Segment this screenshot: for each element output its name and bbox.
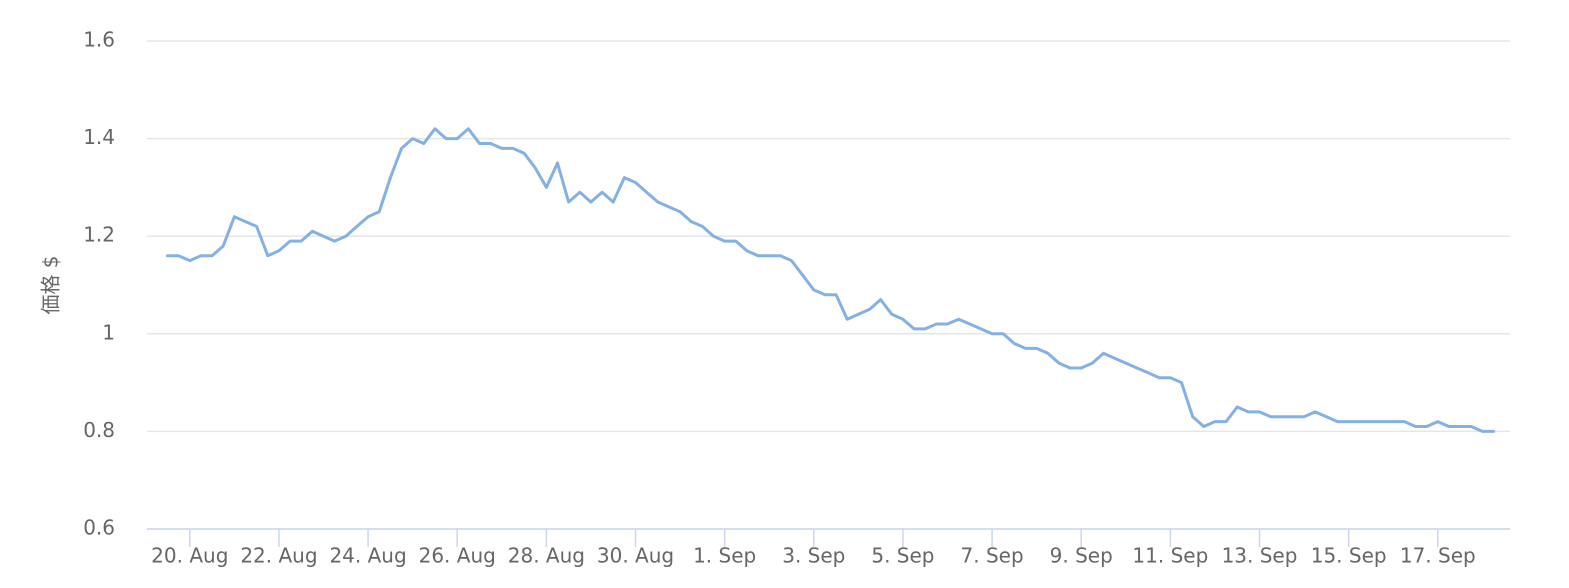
x-tick-label: 28. Aug <box>508 544 585 568</box>
x-tick-label: 13. Sep <box>1222 544 1298 568</box>
x-tick-label: 17. Sep <box>1400 544 1476 568</box>
x-tick-label: 1. Sep <box>693 544 756 568</box>
price-line <box>166 127 1495 433</box>
y-tick-label: 1.4 <box>83 125 115 149</box>
x-tick-label: 24. Aug <box>329 544 406 568</box>
y-tick-label: 1 <box>102 320 115 344</box>
x-tick-label: 9. Sep <box>1050 544 1113 568</box>
x-tick-label: 7. Sep <box>961 544 1024 568</box>
y-tick-label: 1.6 <box>83 28 115 52</box>
x-tick-label: 5. Sep <box>871 544 934 568</box>
x-tick-label: 11. Sep <box>1132 544 1208 568</box>
x-tick-label: 26. Aug <box>419 544 496 568</box>
y-tick-label: 0.6 <box>83 516 115 540</box>
x-tick-label: 20. Aug <box>151 544 228 568</box>
x-tick-label: 22. Aug <box>240 544 317 568</box>
y-tick-label: 0.8 <box>83 418 115 442</box>
x-tick-label: 3. Sep <box>782 544 845 568</box>
x-tick-label: 30. Aug <box>597 544 674 568</box>
y-tick-label: 1.2 <box>83 223 115 247</box>
x-tick-label: 15. Sep <box>1311 544 1387 568</box>
y-axis-title: 価格 $ <box>39 255 63 314</box>
